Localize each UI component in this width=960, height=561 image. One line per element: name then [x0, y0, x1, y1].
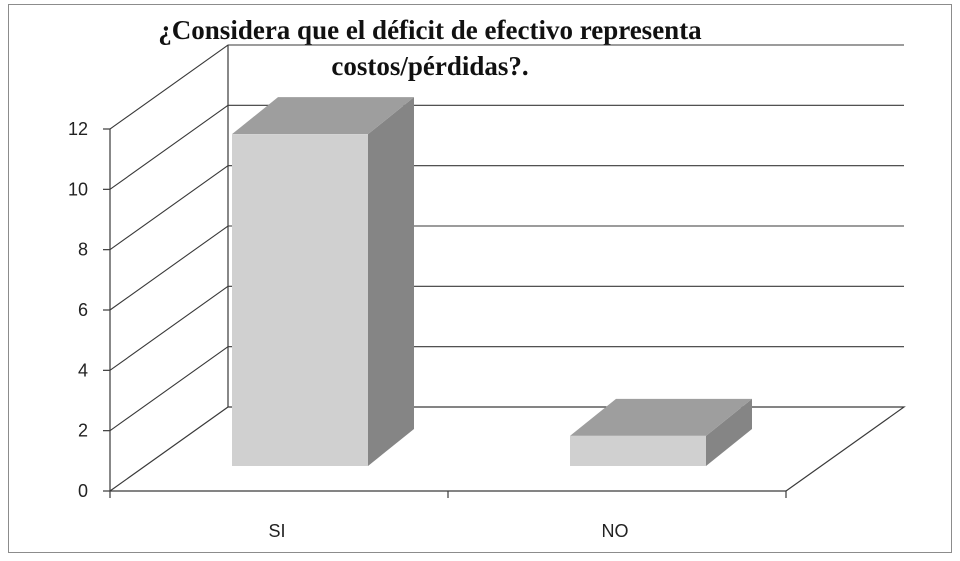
bar-top-face: [232, 97, 414, 135]
chart-title-line-1: ¿Considera que el déficit de efectivo re…: [158, 15, 702, 45]
bar-front-face: [232, 134, 368, 466]
y-tick-label: 10: [68, 179, 88, 199]
chart-walls: [109, 45, 906, 492]
x-category-label: SI: [268, 521, 285, 541]
y-tick-label: 4: [78, 360, 88, 380]
bar-no: [570, 398, 752, 466]
chart-title: ¿Considera que el déficit de efectivo re…: [120, 12, 740, 84]
chart-axes: [103, 128, 787, 498]
bar-top-face: [570, 398, 752, 436]
y-tick-label: 6: [78, 300, 88, 320]
gridline: [109, 225, 904, 311]
x-axis-category-labels: SI NO: [268, 521, 628, 541]
gridline: [109, 104, 904, 190]
chart-gridlines: [109, 44, 904, 432]
y-tick-label: 2: [78, 421, 88, 441]
bar-front-face: [570, 435, 706, 466]
gridline: [109, 44, 904, 130]
bar-side-face: [706, 398, 752, 466]
chart-floor: [109, 406, 906, 492]
gridline: [109, 346, 904, 432]
y-tick-label: 12: [68, 119, 88, 139]
bar-si: [232, 97, 414, 467]
chart-bars: [232, 97, 752, 467]
x-category-label: NO: [602, 521, 629, 541]
bar-side-face: [368, 97, 414, 467]
y-tick-label: 0: [78, 481, 88, 501]
chart-frame: [8, 4, 952, 553]
gridline: [109, 285, 904, 371]
y-axis-tick-labels: 0 2 4 6 8 10 12: [68, 119, 88, 501]
chart-title-line-2: costos/pérdidas?.: [331, 51, 529, 81]
gridline: [109, 165, 904, 251]
y-tick-label: 8: [78, 240, 88, 260]
